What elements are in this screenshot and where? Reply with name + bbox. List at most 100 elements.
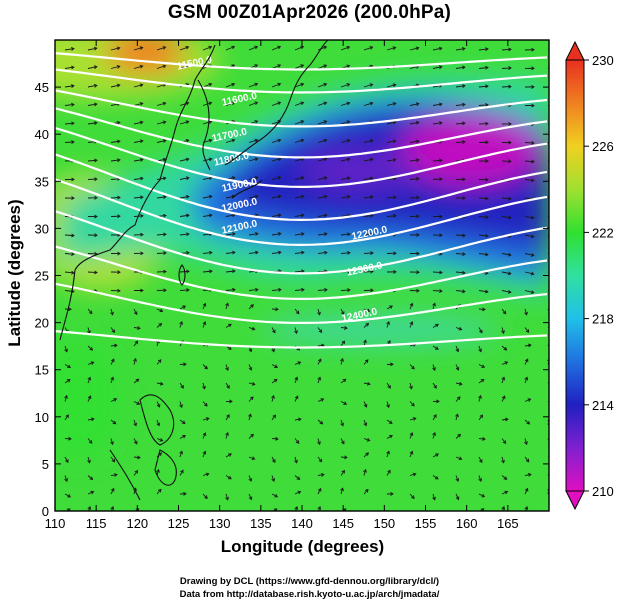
wind-arrow (294, 418, 301, 421)
wind-arrow (64, 414, 69, 421)
wind-arrowhead (93, 46, 98, 51)
wind-arrowhead (297, 490, 302, 495)
wind-arrowhead (183, 362, 187, 367)
wind-arrow (386, 84, 396, 88)
wind-arrow (294, 64, 304, 69)
wind-arrowhead (71, 233, 75, 238)
height-contour (55, 245, 548, 300)
x-tick-label: 135 (250, 516, 272, 531)
wind-arrow (248, 158, 258, 162)
wind-arrowhead (89, 476, 94, 481)
height-contour (55, 210, 548, 275)
wind-arrow (110, 327, 115, 333)
wind-arrowhead (317, 311, 321, 316)
wind-arrowhead (554, 272, 557, 275)
y-tick-label: 20 (35, 316, 49, 331)
wind-arrowhead (531, 178, 535, 183)
wind-arrowhead (139, 139, 144, 144)
wind-arrow (317, 456, 323, 463)
wind-arrowhead (110, 311, 114, 316)
wind-arrowhead (478, 394, 482, 399)
wind-arrowhead (300, 213, 305, 218)
wind-arrow (271, 251, 281, 254)
wind-arrowhead (202, 302, 207, 307)
wind-arrowhead (228, 453, 232, 457)
wind-arrow (294, 289, 304, 291)
wind-arrow (271, 46, 281, 51)
height-contour (55, 68, 548, 94)
wind-arrow (456, 513, 462, 514)
wind-arrow (317, 488, 322, 495)
wind-arrow (225, 214, 235, 217)
wind-arrowhead (181, 420, 186, 424)
wind-arrow (317, 474, 324, 476)
wind-arrowhead (64, 348, 68, 353)
wind-arrowhead (317, 376, 322, 381)
y-tick-label: 40 (35, 127, 49, 142)
wind-arrow (225, 382, 230, 389)
wind-arrowhead (457, 433, 462, 438)
wind-arrowhead (531, 159, 535, 164)
wind-arrowhead (67, 494, 72, 498)
wind-arrow (363, 359, 369, 365)
wind-arrowhead (294, 506, 299, 510)
wind-arrowhead (70, 84, 75, 88)
wind-arrow (110, 398, 117, 402)
wind-arrowhead (159, 438, 164, 442)
wind-arrowhead (272, 329, 276, 334)
wind-arrowhead (323, 120, 328, 124)
wind-arrowhead (344, 326, 348, 330)
credit-drawing: Drawing by DCL (https://www.gfd-dennou.o… (179, 576, 440, 587)
wind-arrow (501, 308, 507, 314)
wind-arrow (340, 438, 345, 444)
wind-arrow (524, 358, 529, 365)
wind-arrow (317, 438, 321, 445)
wind-arrowhead (369, 157, 374, 162)
wind-arrow (271, 475, 275, 482)
wind-arrowhead (508, 47, 512, 52)
wind-arrow (225, 139, 235, 143)
wind-arrowhead (227, 475, 232, 480)
x-tick-label: 140 (291, 516, 313, 531)
wind-arrow (340, 401, 347, 405)
wind-arrow (87, 438, 93, 444)
wind-arrowhead (346, 120, 351, 125)
wind-arrow (501, 418, 508, 421)
wind-arrow (133, 140, 143, 143)
wind-arrowhead (295, 310, 300, 315)
y-tick-label: 5 (42, 457, 49, 472)
wind-arrowhead (531, 103, 535, 108)
wind-arrowhead (209, 250, 213, 255)
wind-arrow (455, 493, 459, 500)
wind-arrow (501, 197, 511, 200)
colorbar-tick-label: 222 (592, 225, 614, 240)
wind-arrow (455, 434, 461, 439)
wind-arrow (202, 270, 213, 273)
wind-arrow (317, 158, 327, 162)
wind-arrow (478, 438, 486, 440)
wind-arrowhead (300, 232, 305, 236)
wind-arrowhead (387, 340, 391, 344)
wind-arrowhead (439, 214, 443, 219)
wind-arrowhead (317, 358, 322, 363)
wind-arrowhead (554, 179, 557, 182)
wind-arrow (294, 102, 304, 106)
wind-arrowhead (409, 432, 414, 437)
wind-arrowhead (140, 288, 144, 293)
wind-arrowhead (485, 233, 489, 238)
wind-arrowhead (300, 250, 305, 255)
wind-arrowhead (323, 232, 328, 237)
wind-arrow (294, 233, 304, 236)
wind-arrowhead (415, 139, 420, 144)
wind-arrow (317, 46, 327, 51)
wind-arrow (386, 196, 396, 199)
wind-arrowhead (271, 478, 276, 483)
wind-arrowhead (367, 512, 370, 515)
wind-arrowhead (387, 385, 391, 389)
wind-arrowhead (300, 138, 305, 143)
wind-arrow (64, 48, 74, 51)
wind-arrowhead (530, 253, 535, 257)
wind-arrowhead (71, 140, 75, 144)
wind-arrow (455, 271, 465, 274)
wind-arrowhead (366, 308, 371, 313)
